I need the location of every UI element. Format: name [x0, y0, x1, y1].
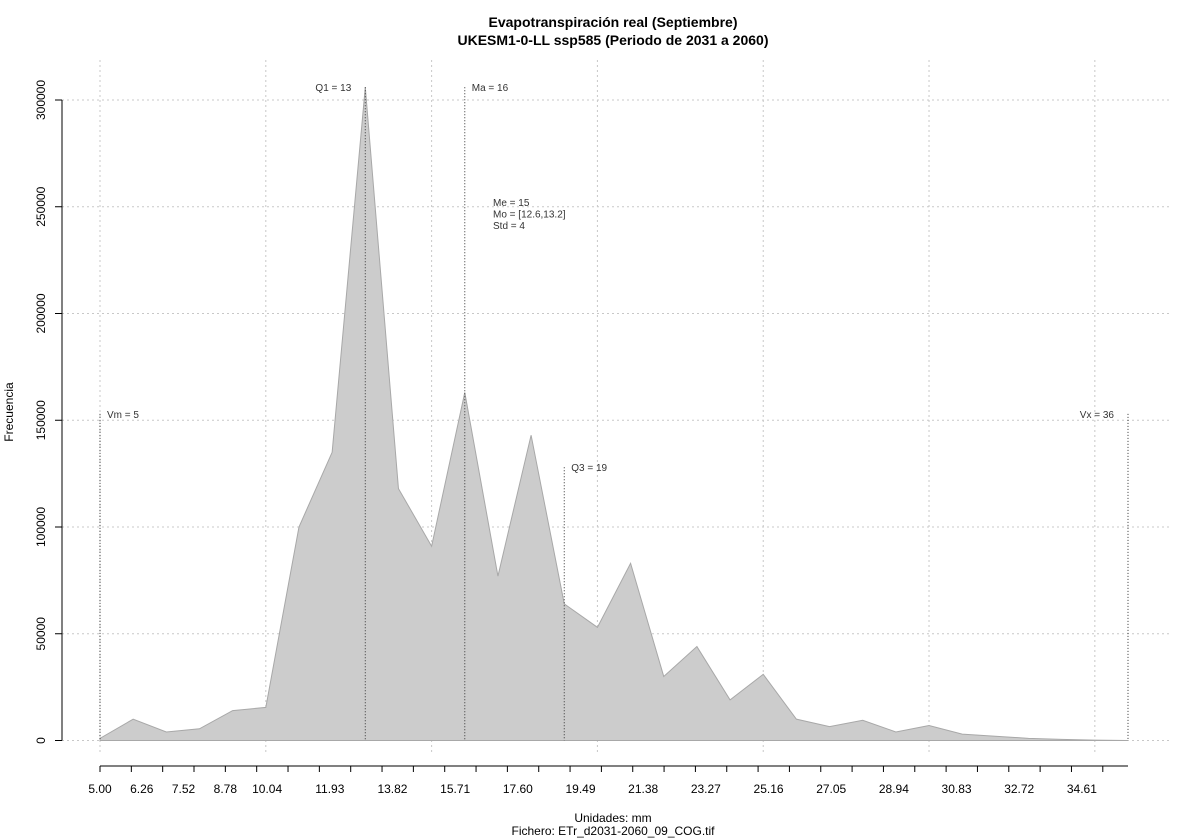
marker-label: Q1 = 13	[315, 83, 351, 94]
marker-label: Vm = 5	[107, 410, 139, 421]
file-caption: Fichero: ETr_d2031-2060_09_COG.tif	[512, 824, 716, 838]
chart-subtitle: UKESM1-0-LL ssp585 (Periodo de 2031 a 20…	[458, 32, 769, 48]
x-axis: 5.00 6.26 7.52 8.78 10.04 11.93 13.82 15.71 17.6…	[88, 765, 1128, 796]
y-tick-label: 250000	[34, 186, 48, 226]
y-tick-label: 200000	[34, 293, 48, 333]
marker-label: Vx = 36	[1080, 410, 1115, 421]
grid	[62, 60, 1170, 755]
frequency-area	[99, 87, 1129, 741]
x-tick-label: 27.05	[816, 782, 846, 796]
markers: Vm = 5 Q1 = 13 Ma = 16 Q3 = 19 Vx = 36	[99, 83, 1129, 741]
y-axis-title: Frecuencia	[2, 382, 16, 442]
x-tick-label: 30.83	[942, 782, 972, 796]
stats-line: Std = 4	[493, 221, 525, 232]
y-tick-label: 50000	[34, 617, 48, 651]
x-tick-label: 34.61	[1067, 782, 1097, 796]
x-tick-label: 15.71	[440, 782, 470, 796]
x-tick-label: 5.00	[88, 782, 112, 796]
y-tick-label: 150000	[34, 400, 48, 440]
x-tick-label: 7.52	[172, 782, 196, 796]
stats-line: Mo = [12.6,13.2]	[493, 210, 566, 221]
x-tick-label: 6.26	[130, 782, 154, 796]
marker-label: Ma = 16	[472, 83, 509, 94]
x-tick-label: 17.60	[503, 782, 533, 796]
x-tick-label: 10.04	[252, 782, 282, 796]
x-tick-label: 28.94	[879, 782, 909, 796]
plot-area	[99, 87, 1129, 741]
y-tick-label: 300000	[34, 80, 48, 120]
stats-line: Me = 15	[493, 198, 530, 209]
x-tick-label: 19.49	[565, 782, 595, 796]
x-tick-label: 32.72	[1004, 782, 1034, 796]
x-tick-label: 11.93	[315, 782, 344, 796]
x-tick-label: 8.78	[214, 782, 238, 796]
x-tick-label: 21.38	[628, 782, 658, 796]
chart-title: Evapotranspiración real (Septiembre)	[489, 14, 738, 30]
y-tick-label: 100000	[34, 507, 48, 547]
x-tick-label: 25.16	[754, 782, 784, 796]
x-tick-label: 23.27	[691, 782, 721, 796]
x-axis-title: Unidades: mm	[574, 811, 651, 825]
marker-label: Q3 = 19	[571, 463, 607, 474]
y-axis: 0 50000 100000 150000 200000 250000 300000	[34, 80, 63, 744]
y-tick-label: 0	[34, 737, 48, 744]
x-tick-label: 13.82	[377, 782, 407, 796]
